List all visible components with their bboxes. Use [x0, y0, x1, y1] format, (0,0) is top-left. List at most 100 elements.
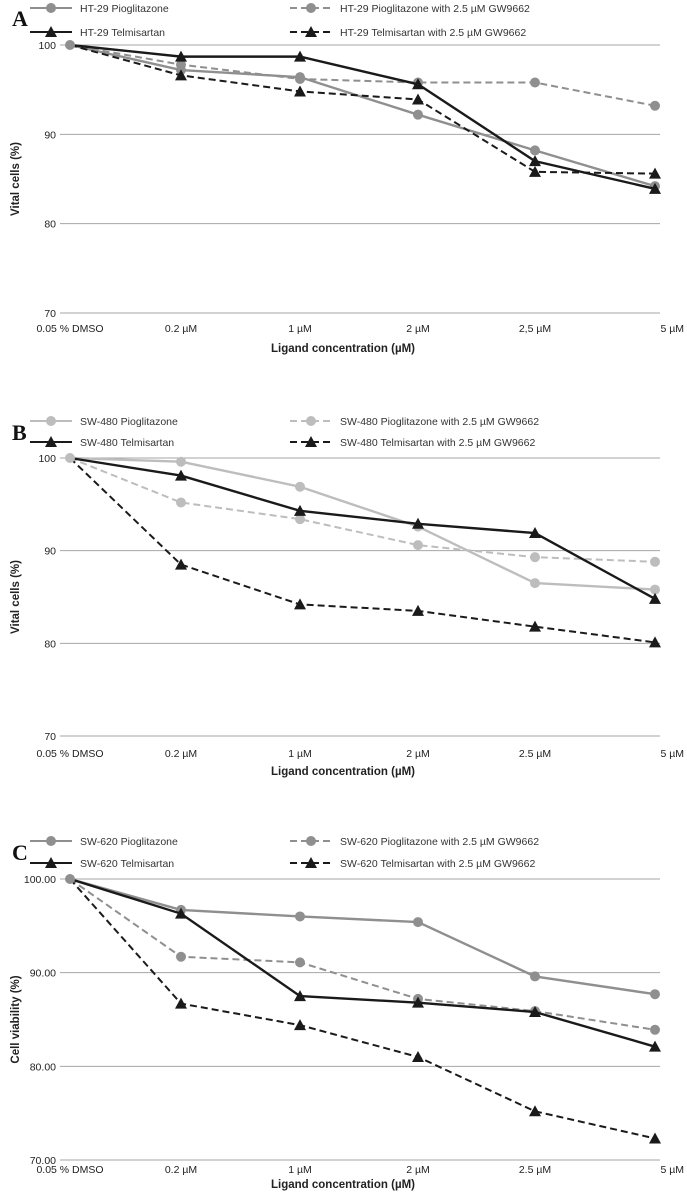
data-point	[175, 907, 187, 919]
legend-label: SW-620 Telmisartan with 2.5 µM GW9662	[340, 858, 535, 870]
series-c-1	[69, 877, 660, 1000]
data-point	[176, 497, 186, 508]
series-line	[69, 877, 656, 1048]
y-tick-label: 80.00	[30, 1061, 56, 1073]
data-point	[649, 1040, 661, 1052]
data-point	[295, 911, 305, 922]
legend-entry: HT-29 Telmisartan with 2.5 µM GW9662	[290, 26, 526, 39]
x-tick-label: 2.5 µM	[519, 748, 551, 760]
legend-marker	[305, 857, 317, 868]
y-axis-title: Vital cells (%)	[10, 560, 22, 634]
data-point	[529, 527, 541, 539]
x-tick-label: 0.05 % DMSO	[36, 323, 103, 335]
legend-entry: HT-29 Pioglitazone	[30, 3, 169, 15]
x-axis-title: Ligand concentration (µM)	[271, 766, 415, 778]
x-tick-label: 0.2 µM	[165, 748, 197, 760]
data-point	[413, 917, 423, 928]
legend-label: SW-620 Telmisartan	[80, 858, 174, 870]
x-tick-label: 0.2 µM	[165, 323, 197, 335]
series-b-1	[69, 456, 660, 595]
legend-entry: SW-480 Pioglitazone	[30, 416, 178, 428]
data-point	[650, 100, 660, 111]
legend-label: HT-29 Pioglitazone	[80, 3, 169, 15]
legend-c: SW-620 Pioglitazone SW-620 Pioglitazone w…	[30, 836, 539, 870]
x-tick-label: 1 µM	[288, 1164, 312, 1176]
x-tick-label: 5 µM	[660, 1164, 684, 1176]
data-point	[175, 69, 187, 81]
y-tick-label: 100.00	[24, 874, 56, 886]
data-point	[649, 1132, 661, 1144]
data-point	[295, 514, 305, 525]
data-point	[650, 584, 660, 595]
series-c-2	[69, 878, 660, 1035]
data-point	[175, 469, 187, 481]
legend-entry: SW-480 Telmisartan with 2.5 µM GW9662	[290, 436, 535, 449]
legend-marker	[306, 3, 316, 13]
data-point	[530, 145, 540, 156]
data-point	[649, 636, 661, 648]
data-point	[176, 951, 186, 962]
y-tick-label: 100	[38, 453, 56, 465]
data-point	[412, 604, 424, 616]
data-point	[412, 517, 424, 529]
legend-label: SW-480 Telmisartan	[80, 437, 174, 449]
data-point	[412, 1050, 424, 1062]
x-tick-label: 2.5 µM	[519, 1164, 551, 1176]
series-a-4	[69, 44, 661, 179]
legend-label: HT-29 Pioglitazone with 2.5 µM GW9662	[340, 3, 530, 15]
data-point	[65, 453, 75, 463]
data-point	[294, 504, 306, 516]
data-point	[412, 78, 424, 90]
data-point	[649, 182, 661, 194]
data-point	[176, 456, 186, 467]
data-point	[295, 73, 305, 84]
y-tick-label: 90	[44, 546, 56, 558]
data-point	[529, 1006, 541, 1018]
data-point	[294, 85, 306, 97]
data-point	[529, 1105, 541, 1117]
x-tick-label: 1 µM	[288, 748, 312, 760]
x-tick-label: 0.05 % DMSO	[36, 1164, 103, 1176]
data-point	[175, 558, 187, 570]
legend-entry: HT-29 Pioglitazone with 2.5 µM GW9662	[290, 3, 530, 15]
chart-panel-b: B 70 80 90 100 0.05 % DMSO 0.2 µM 1 µM 2 µM 2.5 µ…	[10, 416, 684, 778]
series-line	[69, 878, 656, 1140]
data-point	[65, 874, 75, 884]
legend-marker	[305, 436, 317, 447]
legend-marker	[45, 26, 57, 37]
series-line	[69, 43, 656, 188]
data-point	[650, 1024, 660, 1035]
data-point	[295, 957, 305, 968]
legend-entry: SW-620 Telmisartan	[30, 857, 174, 870]
chart-panel-a: A 70 80 90 100 0.05 % DMSO 0.2 µM 1 µM 2 µM 2,5 µ…	[10, 3, 684, 355]
legend-label: SW-620 Pioglitazone with 2.5 µM GW9662	[340, 836, 539, 848]
data-point	[530, 77, 540, 88]
data-point	[413, 540, 423, 551]
data-point	[530, 971, 540, 982]
x-tick-label: 1 µM	[288, 323, 312, 335]
data-point	[412, 996, 424, 1008]
legend-marker	[46, 836, 56, 846]
x-tick-label: 2 µM	[406, 1164, 430, 1176]
data-point	[175, 997, 187, 1009]
legend-label: SW-620 Pioglitazone	[80, 836, 178, 848]
data-point	[295, 481, 305, 492]
data-point	[294, 50, 306, 62]
data-point	[412, 93, 424, 105]
legend-entry: SW-620 Telmisartan with 2.5 µM GW9662	[290, 857, 535, 870]
series-line	[69, 44, 656, 175]
legend-entry: SW-620 Pioglitazone with 2.5 µM GW9662	[290, 836, 539, 848]
series-line	[69, 878, 656, 1031]
x-axis-title: Ligand concentration (µM)	[271, 343, 415, 355]
legend-label: SW-480 Pioglitazone	[80, 416, 178, 428]
x-tick-label: 2 µM	[406, 323, 430, 335]
series-c-4	[69, 878, 661, 1144]
data-point	[530, 578, 540, 589]
series-b-4	[69, 457, 661, 648]
panel-letter-b: B	[12, 420, 27, 445]
data-point	[530, 552, 540, 563]
x-tick-label: 0.2 µM	[165, 1164, 197, 1176]
legend-entry: SW-480 Pioglitazone with 2.5 µM GW9662	[290, 416, 539, 428]
y-tick-label: 70	[44, 308, 56, 320]
y-tick-label: 100	[38, 40, 56, 52]
